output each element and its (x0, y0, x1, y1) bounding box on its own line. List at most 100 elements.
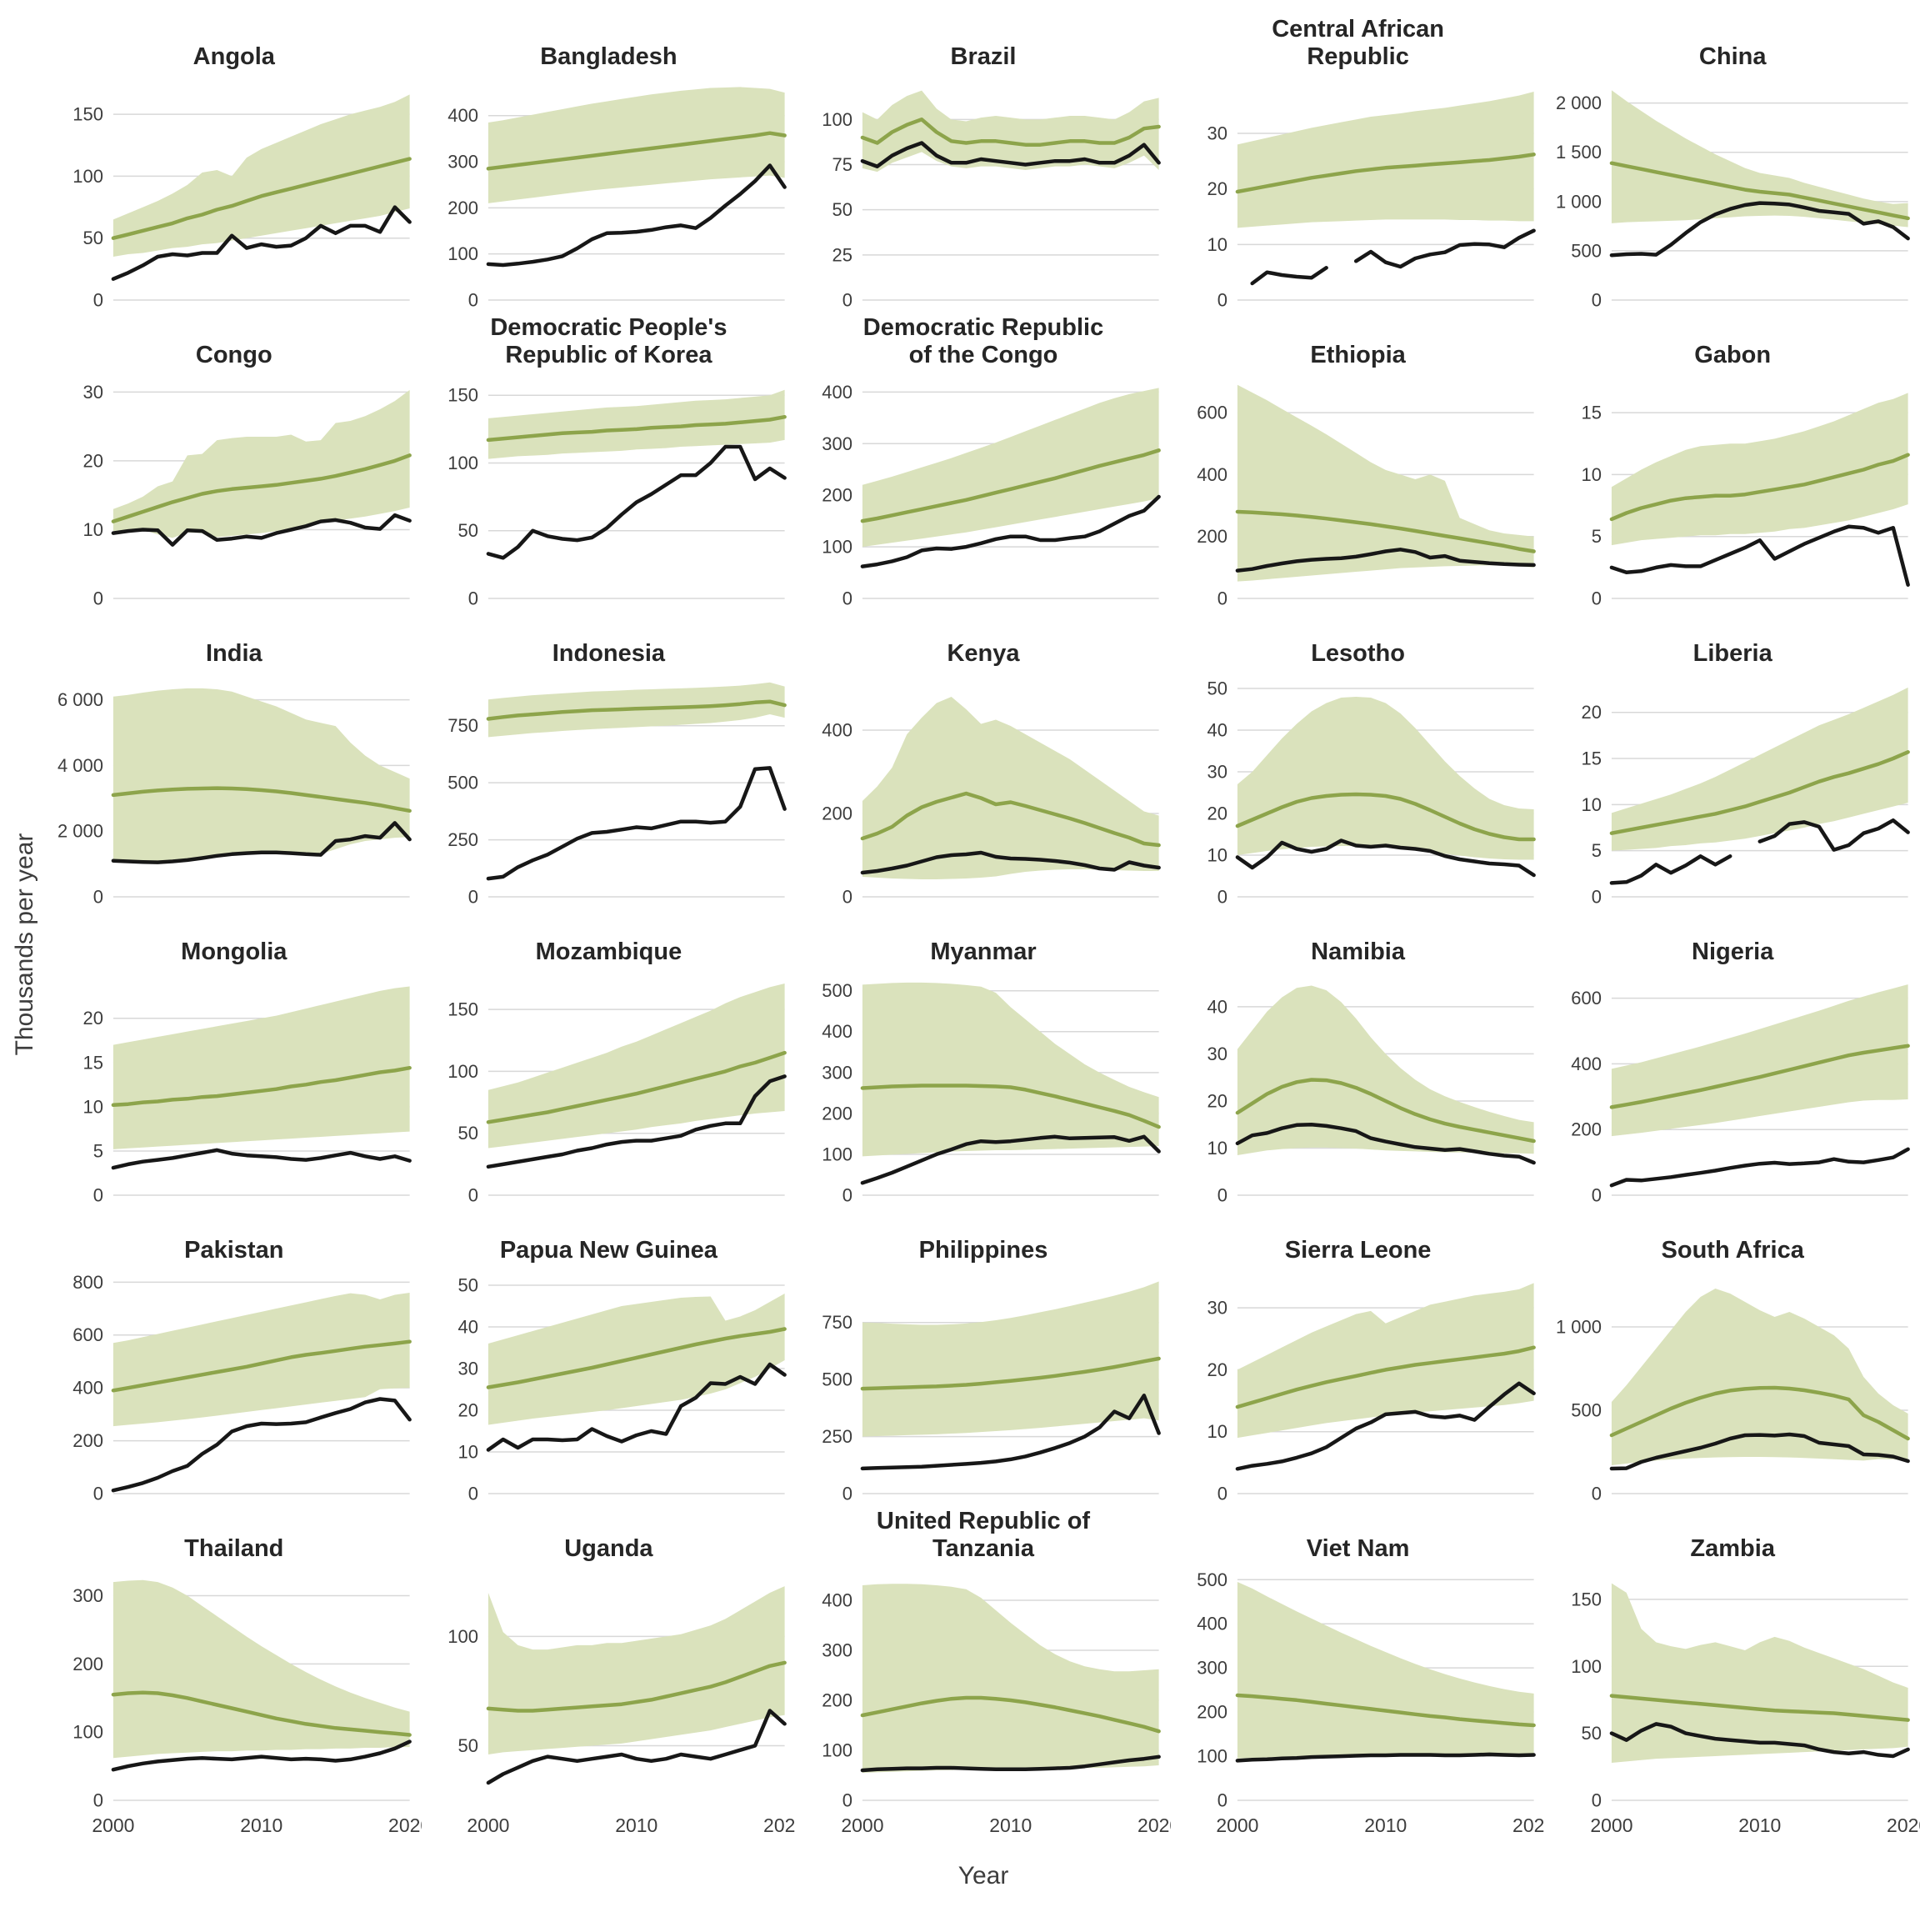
uncertainty-band (1237, 384, 1534, 582)
uncertainty-band (862, 982, 1159, 1157)
y-tick-label: 100 (448, 243, 478, 264)
uncertainty-band (1612, 687, 1909, 851)
panel-title: Congo (195, 341, 272, 368)
y-tick-label: 500 (1572, 240, 1602, 261)
y-tick-label: 30 (82, 382, 102, 403)
panel-title: Democratic People's Republic of Korea (490, 314, 728, 368)
panel-title: Pakistan (184, 1236, 284, 1264)
y-tick-label: 0 (468, 1184, 478, 1205)
y-tick-label: 300 (72, 1585, 103, 1606)
panel-mozambique: Mozambique 0 50 100 150 (422, 907, 797, 1205)
notifications-line (860, 141, 1162, 168)
y-tick-label: 150 (448, 999, 478, 1020)
y-tick-label: 100 (72, 1722, 103, 1743)
panel-title: Mozambique (535, 938, 682, 965)
x-tick-label: 2010 (240, 1814, 282, 1836)
y-tick-label: 200 (1572, 1119, 1602, 1140)
y-tick-label: 20 (458, 1399, 478, 1420)
y-tick-label: 0 (1218, 289, 1228, 310)
panel-title: Gabon (1694, 341, 1772, 368)
x-tick-label: 2010 (615, 1814, 658, 1836)
panel-chart: 50 100 2000 2010 2020 (448, 1586, 797, 1836)
y-tick-label: 0 (93, 1789, 103, 1810)
x-tick-label: 2020 (763, 1814, 797, 1836)
panel-title: Mongolia (181, 938, 288, 965)
panel-ethiopia: Ethiopia 0 200 400 600 (1171, 310, 1546, 608)
y-tick-label: 600 (1197, 403, 1228, 423)
y-tick-label: 300 (822, 1639, 852, 1660)
y-tick-label: 30 (1207, 1298, 1227, 1319)
uncertainty-band (112, 94, 410, 257)
panel-chart: 0 250 500 750 (448, 682, 787, 907)
y-tick-label: 40 (1207, 996, 1227, 1017)
panel-pakistan: Pakistan 0 200 400 600 800 (47, 1205, 422, 1504)
panel-title: Bangladesh (540, 43, 678, 70)
notifications-line (486, 1709, 787, 1785)
y-tick-label: 15 (1582, 748, 1602, 769)
y-tick-label: 400 (822, 1021, 852, 1042)
x-tick-label: 2020 (1138, 1814, 1171, 1836)
y-tick-label: 0 (1592, 1184, 1602, 1205)
y-tick-label: 50 (458, 1274, 478, 1295)
notifications-line (111, 821, 412, 864)
y-tick-label: 10 (1207, 844, 1227, 865)
y-tick-label: 20 (82, 450, 102, 471)
estimate-line (486, 1050, 787, 1124)
panel-chart: 0 10 20 30 40 50 (1207, 678, 1536, 907)
panel-title: Angola (192, 43, 275, 70)
panel-china: China 0 500 1 000 1 500 2 000 (1545, 12, 1920, 310)
panel-bangladesh: Bangladesh 0 100 200 300 400 (422, 12, 797, 310)
panel-indonesia: Indonesia 0 250 500 750 (422, 608, 797, 907)
panel-thailand: Thailand 0 100 200 300 2000 2010 2020 (47, 1504, 422, 1854)
y-tick-label: 10 (1207, 234, 1227, 255)
estimate-line (1235, 153, 1536, 194)
notifications-line (1235, 1122, 1536, 1165)
panel-mongolia: Mongolia 0 5 10 15 20 (47, 907, 422, 1205)
y-tick-label: 400 (822, 1589, 852, 1610)
panel-chart: 0 200 400 600 800 (72, 1272, 412, 1504)
y-tick-label: 500 (448, 773, 478, 793)
y-tick-label: 6 000 (58, 689, 103, 710)
panel-chart: 0 50 100 150 2000 2010 2020 (1572, 1583, 1920, 1836)
y-tick-label: 50 (1207, 678, 1227, 698)
y-tick-label: 10 (1582, 794, 1602, 815)
panel-chart: 0 2 000 4 000 6 000 (58, 688, 412, 907)
x-tick-label: 2020 (388, 1814, 422, 1836)
y-tick-label: 0 (93, 588, 103, 608)
y-tick-label: 30 (1207, 761, 1227, 782)
y-tick-label: 800 (72, 1272, 103, 1293)
x-tick-label: 2000 (1591, 1814, 1633, 1836)
panel-south-africa: South Africa 0 500 1 000 (1545, 1205, 1920, 1504)
estimate-line (860, 791, 1162, 848)
y-tick-label: 0 (1218, 1789, 1228, 1810)
y-tick-label: 200 (1197, 1702, 1228, 1723)
panel-liberia: Liberia 0 5 10 15 20 (1545, 608, 1920, 907)
panel-chart: 0 100 200 300 400 500 (822, 980, 1162, 1205)
y-tick-label: 75 (832, 154, 852, 175)
y-tick-label: 0 (1592, 289, 1602, 310)
uncertainty-band (1612, 1583, 1909, 1763)
y-tick-label: 600 (72, 1324, 103, 1345)
notifications-line (860, 494, 1162, 568)
panel-chart: 0 50 100 150 (72, 94, 412, 310)
x-tick-label: 2010 (1739, 1814, 1782, 1836)
estimate-line (486, 131, 787, 171)
y-tick-label: 0 (842, 289, 852, 310)
panel-chart: 0 100 200 300 400 2000 2010 2020 (822, 1584, 1171, 1836)
y-tick-label: 1 500 (1556, 142, 1602, 163)
y-tick-label: 0 (468, 289, 478, 310)
y-tick-label: 100 (448, 1626, 478, 1647)
notifications-line (111, 205, 412, 281)
y-tick-label: 5 (1592, 840, 1602, 861)
panel-title: Lesotho (1311, 639, 1405, 667)
panel-title: Ethiopia (1310, 341, 1406, 368)
y-tick-label: 250 (822, 1426, 852, 1447)
y-tick-label: 500 (1572, 1399, 1602, 1420)
panel-title: Democratic Republic of the Congo (862, 314, 1104, 368)
x-tick-label: 2000 (92, 1814, 134, 1836)
y-tick-label: 0 (842, 588, 852, 608)
estimate-line (486, 1660, 787, 1713)
y-tick-label: 200 (822, 1689, 852, 1710)
uncertainty-band (862, 697, 1159, 879)
panel-chart: 0 200 400 600 (1572, 984, 1911, 1205)
